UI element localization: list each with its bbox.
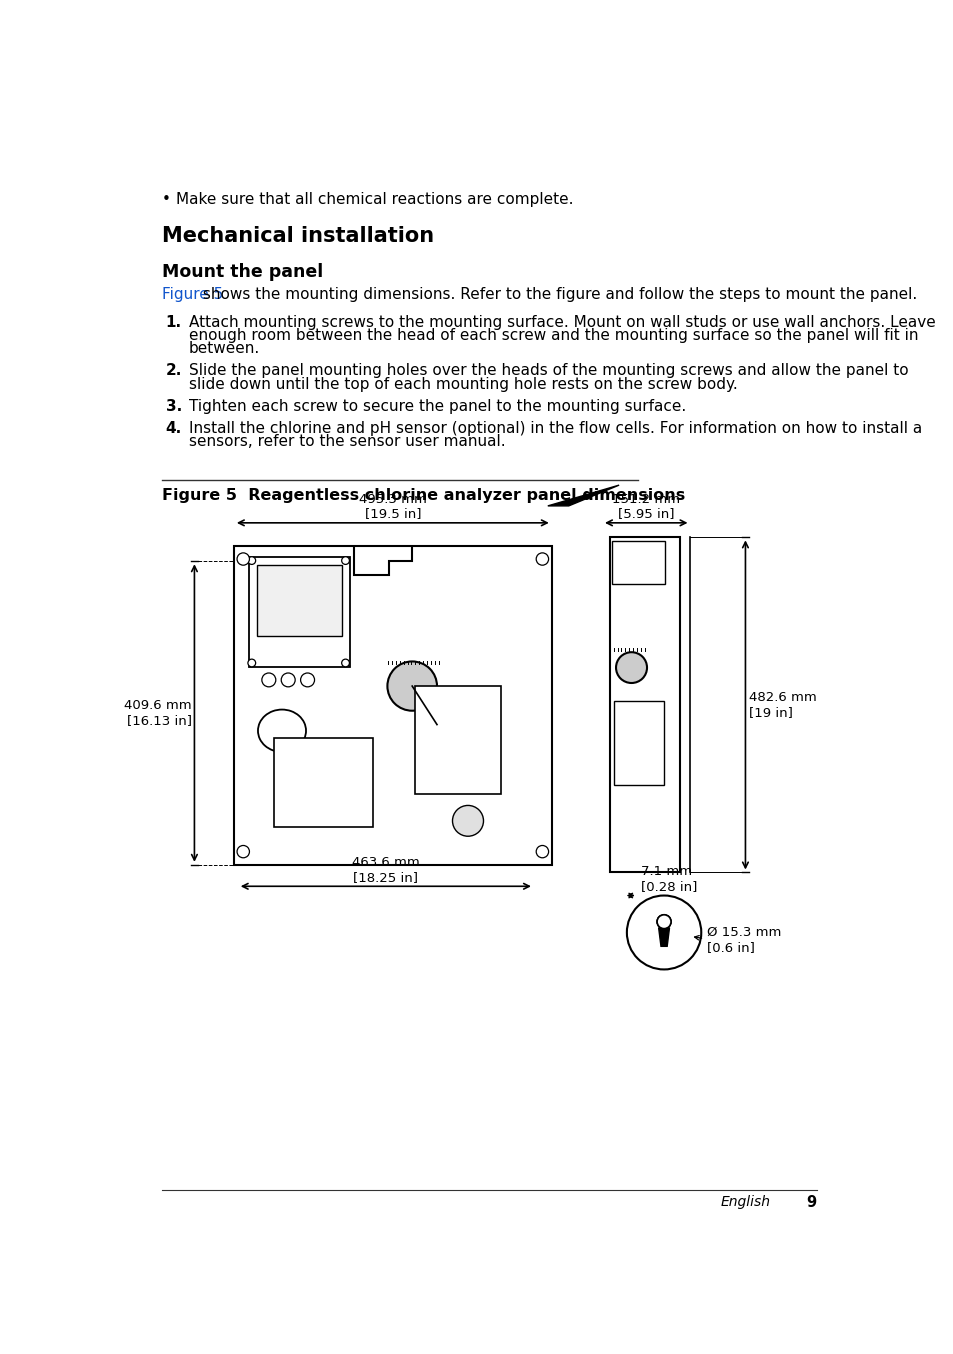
Circle shape xyxy=(536,845,548,858)
Text: Figure 5  Reagentless chlorine analyzer panel dimensions: Figure 5 Reagentless chlorine analyzer p… xyxy=(162,489,684,504)
Text: slide down until the top of each mounting hole rests on the screw body.: slide down until the top of each mountin… xyxy=(189,376,737,391)
Circle shape xyxy=(536,552,548,565)
Circle shape xyxy=(300,673,314,686)
Text: Ø 15.3 mm
[0.6 in]: Ø 15.3 mm [0.6 in] xyxy=(706,926,781,955)
Text: Make sure that all chemical reactions are complete.: Make sure that all chemical reactions ar… xyxy=(175,192,573,207)
Bar xyxy=(274,738,373,827)
Circle shape xyxy=(236,845,249,858)
Text: Mechanical installation: Mechanical installation xyxy=(162,226,434,245)
Text: 9: 9 xyxy=(806,1196,816,1210)
Text: Install the chlorine and pH sensor (optional) in the flow cells. For information: Install the chlorine and pH sensor (opti… xyxy=(189,421,922,436)
Circle shape xyxy=(341,659,349,666)
Text: •: • xyxy=(162,192,171,207)
Text: between.: between. xyxy=(189,341,260,356)
Text: 2.: 2. xyxy=(166,363,182,379)
Text: Figure 5: Figure 5 xyxy=(162,287,223,302)
Text: 409.6 mm
[16.13 in]: 409.6 mm [16.13 in] xyxy=(124,699,192,727)
Circle shape xyxy=(657,915,670,929)
Circle shape xyxy=(281,673,294,686)
Text: Slide the panel mounting holes over the heads of the mounting screws and allow t: Slide the panel mounting holes over the … xyxy=(189,363,907,379)
Text: 7.1 mm
[0.28 in]: 7.1 mm [0.28 in] xyxy=(640,865,697,894)
Polygon shape xyxy=(547,485,618,506)
Text: 495.3 mm
[19.5 in]: 495.3 mm [19.5 in] xyxy=(358,493,426,520)
Text: 4.: 4. xyxy=(166,421,182,436)
Bar xyxy=(612,542,664,584)
Text: Mount the panel: Mount the panel xyxy=(162,263,323,280)
Circle shape xyxy=(387,662,436,711)
Circle shape xyxy=(657,915,670,929)
Circle shape xyxy=(236,552,249,565)
Bar xyxy=(249,556,350,666)
Text: enough room between the head of each screw and the mounting surface so the panel: enough room between the head of each scr… xyxy=(189,328,918,343)
Text: 482.6 mm
[19 in]: 482.6 mm [19 in] xyxy=(748,691,816,719)
Text: 3.: 3. xyxy=(166,399,182,414)
Circle shape xyxy=(452,806,483,837)
Bar xyxy=(233,546,551,865)
Circle shape xyxy=(341,556,349,565)
Polygon shape xyxy=(658,927,669,946)
Text: Attach mounting screws to the mounting surface. Mount on wall studs or use wall : Attach mounting screws to the mounting s… xyxy=(189,315,935,330)
Text: English: English xyxy=(720,1196,769,1209)
Text: 1.: 1. xyxy=(166,315,182,330)
Text: 151.2 mm
[5.95 in]: 151.2 mm [5.95 in] xyxy=(612,493,679,520)
Text: Tighten each screw to secure the panel to the mounting surface.: Tighten each screw to secure the panel t… xyxy=(189,399,685,414)
Circle shape xyxy=(626,895,700,969)
Bar xyxy=(609,538,679,872)
Text: shows the mounting dimensions. Refer to the figure and follow the steps to mount: shows the mounting dimensions. Refer to … xyxy=(197,287,916,302)
Bar xyxy=(257,565,341,636)
Text: sensors, refer to the sensor user manual.: sensors, refer to the sensor user manual… xyxy=(189,435,505,450)
Bar xyxy=(613,701,663,784)
Circle shape xyxy=(248,659,255,666)
Text: 463.6 mm
[18.25 in]: 463.6 mm [18.25 in] xyxy=(352,856,419,884)
Circle shape xyxy=(261,673,275,686)
Bar xyxy=(415,686,500,793)
Circle shape xyxy=(248,556,255,565)
Circle shape xyxy=(616,653,646,682)
